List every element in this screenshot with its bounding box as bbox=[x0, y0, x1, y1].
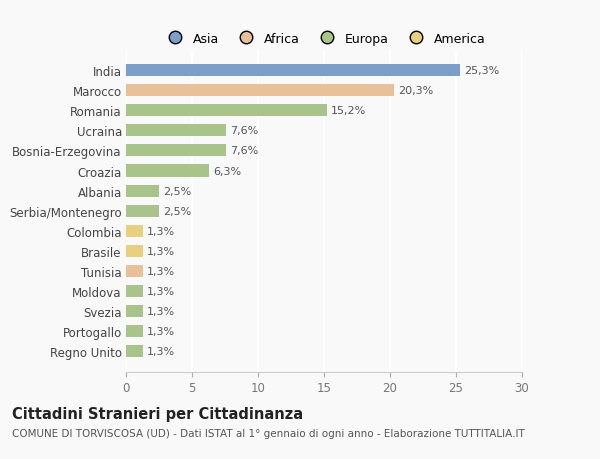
Text: 20,3%: 20,3% bbox=[398, 86, 433, 96]
Bar bbox=[126, 85, 394, 97]
Bar bbox=[126, 205, 159, 217]
Bar bbox=[126, 65, 460, 77]
Bar bbox=[126, 225, 143, 237]
Text: 7,6%: 7,6% bbox=[230, 146, 259, 156]
Text: 25,3%: 25,3% bbox=[464, 66, 499, 76]
Text: 1,3%: 1,3% bbox=[147, 326, 175, 336]
Text: 2,5%: 2,5% bbox=[163, 186, 191, 196]
Text: 15,2%: 15,2% bbox=[331, 106, 366, 116]
Bar bbox=[126, 185, 159, 197]
Text: 1,3%: 1,3% bbox=[147, 306, 175, 316]
Bar bbox=[126, 165, 209, 177]
Text: 1,3%: 1,3% bbox=[147, 266, 175, 276]
Bar bbox=[126, 145, 226, 157]
Text: 6,3%: 6,3% bbox=[213, 166, 241, 176]
Bar bbox=[126, 345, 143, 357]
Text: 1,3%: 1,3% bbox=[147, 246, 175, 256]
Text: 2,5%: 2,5% bbox=[163, 206, 191, 216]
Bar bbox=[126, 305, 143, 317]
Bar bbox=[126, 265, 143, 277]
Bar bbox=[126, 245, 143, 257]
Legend: Asia, Africa, Europa, America: Asia, Africa, Europa, America bbox=[158, 28, 490, 51]
Text: 7,6%: 7,6% bbox=[230, 126, 259, 136]
Bar bbox=[126, 105, 326, 117]
Bar bbox=[126, 125, 226, 137]
Text: Cittadini Stranieri per Cittadinanza: Cittadini Stranieri per Cittadinanza bbox=[12, 406, 303, 421]
Bar bbox=[126, 325, 143, 337]
Text: COMUNE DI TORVISCOSA (UD) - Dati ISTAT al 1° gennaio di ogni anno - Elaborazione: COMUNE DI TORVISCOSA (UD) - Dati ISTAT a… bbox=[12, 428, 525, 438]
Text: 1,3%: 1,3% bbox=[147, 226, 175, 236]
Text: 1,3%: 1,3% bbox=[147, 346, 175, 356]
Text: 1,3%: 1,3% bbox=[147, 286, 175, 296]
Bar bbox=[126, 285, 143, 297]
